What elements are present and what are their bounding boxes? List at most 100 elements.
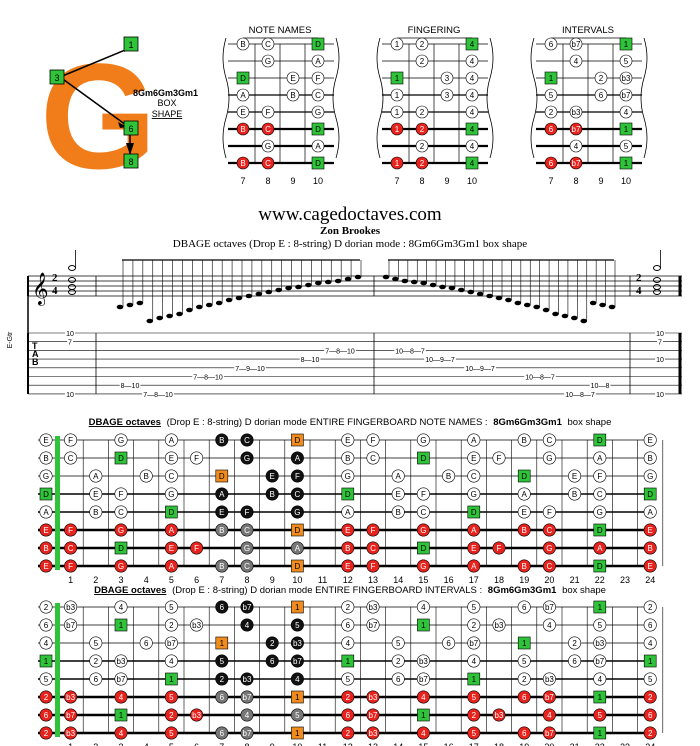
marker-label: 1 xyxy=(598,603,603,612)
note-marker xyxy=(643,505,657,519)
note-marker xyxy=(568,469,582,483)
marker-label: C xyxy=(295,490,301,499)
note-marker xyxy=(215,433,229,447)
note-marker xyxy=(542,726,556,740)
marker-label: 1 xyxy=(295,603,300,612)
marker-label: C xyxy=(547,436,553,445)
note-head xyxy=(245,293,253,299)
fret-number: 15 xyxy=(418,742,428,746)
note-marker xyxy=(416,654,430,668)
marker-label: b3 xyxy=(66,693,75,702)
root-marker xyxy=(291,690,304,704)
note-head xyxy=(334,278,342,284)
marker-label: 2 xyxy=(648,603,653,612)
note-marker xyxy=(542,708,556,722)
note-marker xyxy=(341,433,355,447)
marker-label: F xyxy=(547,508,552,517)
marker-label: 2 xyxy=(44,729,49,738)
mini-diagram-title: INTERVALS xyxy=(562,25,614,36)
note-marker xyxy=(311,105,325,119)
marker-label: b3 xyxy=(117,657,126,666)
root-marker xyxy=(619,37,633,51)
marker-label: 2 xyxy=(346,603,351,612)
nut xyxy=(55,603,60,737)
root-marker xyxy=(593,726,607,740)
note-marker xyxy=(415,122,429,136)
fret-number: 9 xyxy=(270,742,275,746)
note-head xyxy=(561,313,569,319)
marker-label: D xyxy=(219,472,225,481)
tab-fret-number: 8—10 xyxy=(121,383,140,390)
note-marker xyxy=(544,105,558,119)
root-marker xyxy=(417,541,430,555)
note-marker xyxy=(492,618,506,632)
note-marker xyxy=(215,654,229,668)
fret-number: 20 xyxy=(544,575,554,585)
root-marker xyxy=(114,618,128,632)
note-head xyxy=(571,315,578,321)
marker-label: 2 xyxy=(572,639,577,648)
marker-label: E xyxy=(290,74,295,83)
fret-number: 13 xyxy=(368,575,378,585)
marker-label: b7 xyxy=(369,621,378,630)
marker-label: F xyxy=(316,74,321,83)
note-marker xyxy=(416,433,430,447)
fingerboard-note-names: E F G A B C D E F G A B C D EB C D E F G A B C D E F G A BG A B C D E F G A B… xyxy=(38,433,664,585)
marker-label: b3 xyxy=(369,729,378,738)
marker-label: D xyxy=(295,562,301,571)
note-marker xyxy=(467,690,481,704)
marker-label: D xyxy=(345,490,351,499)
note-marker xyxy=(236,156,250,170)
note-marker xyxy=(114,523,128,537)
marker-label: 1 xyxy=(169,675,174,684)
fret-number: 5 xyxy=(169,742,174,746)
root-marker xyxy=(114,451,128,465)
tab-fret-number: 10—9—7 xyxy=(425,357,455,364)
note-head xyxy=(205,302,213,308)
marker-label: B xyxy=(270,490,275,499)
marker-label: 5 xyxy=(295,621,300,630)
note-marker xyxy=(593,708,607,722)
note-marker xyxy=(492,451,506,465)
tab-fret-number: 10 xyxy=(66,331,74,338)
note-marker xyxy=(593,451,607,465)
note-marker xyxy=(544,156,558,170)
fret-number: 18 xyxy=(494,742,504,746)
marker-label: B xyxy=(240,159,245,168)
marker-label: G xyxy=(420,436,426,445)
note-marker xyxy=(391,636,405,650)
note-marker xyxy=(517,433,531,447)
marker-label: 5 xyxy=(598,621,603,630)
root-marker xyxy=(39,654,53,668)
marker-label: A xyxy=(169,436,175,445)
marker-label: 1 xyxy=(624,40,629,49)
fret-number: 7 xyxy=(219,742,224,746)
root-marker xyxy=(517,469,531,483)
root-marker xyxy=(417,451,430,465)
fret-number: 24 xyxy=(645,742,655,746)
marker-label: A xyxy=(315,142,321,151)
note-head xyxy=(392,276,399,282)
marker-label: C xyxy=(597,490,603,499)
note-head xyxy=(235,295,243,301)
note-marker xyxy=(89,654,103,668)
marker-label: 5 xyxy=(598,711,603,720)
marker-label: 2 xyxy=(44,693,49,702)
marker-label: b7 xyxy=(469,639,478,648)
note-marker xyxy=(465,139,479,153)
note-marker xyxy=(544,122,558,136)
marker-label: D xyxy=(315,159,321,168)
note-marker xyxy=(542,690,556,704)
fret-number: 13 xyxy=(368,742,378,746)
note-marker xyxy=(415,139,429,153)
note-marker xyxy=(64,726,78,740)
marker-label: b7 xyxy=(243,603,252,612)
marker-label: b3 xyxy=(495,621,504,630)
note-head xyxy=(467,289,475,295)
note-marker xyxy=(39,726,53,740)
note-head xyxy=(126,302,134,308)
marker-label: 1 xyxy=(598,693,603,702)
note-marker xyxy=(569,156,583,170)
marker-label: 1 xyxy=(295,693,300,702)
marker-label: 6 xyxy=(44,711,49,720)
